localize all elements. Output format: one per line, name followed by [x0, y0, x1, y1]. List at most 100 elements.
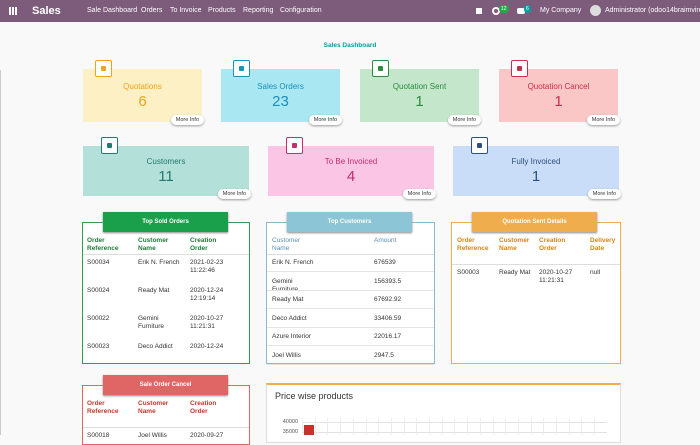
home-icon[interactable]	[476, 8, 482, 14]
column-header: Customer Name	[272, 237, 301, 252]
card[interactable]: Quotation Sent 1 More Info	[360, 69, 481, 125]
card-label: Quotation Cancel	[527, 82, 590, 91]
more-info[interactable]: More Info	[586, 115, 620, 125]
card-icon-glyph	[477, 143, 482, 148]
card[interactable]: Customers 11 More Info	[83, 146, 251, 199]
column-header: Creation Order	[190, 400, 217, 415]
grid-column	[352, 418, 354, 435]
row-rule	[267, 326, 434, 328]
grid-column	[365, 418, 367, 435]
card-value: 23	[272, 93, 289, 110]
cell: 33406.59	[374, 314, 402, 322]
cell: 2020-09-27	[190, 432, 224, 439]
more-info[interactable]: More Info	[170, 115, 204, 125]
card[interactable]: Quotation Cancel 1 More Info	[499, 69, 620, 125]
more-info[interactable]: More Info	[447, 115, 481, 125]
cell: Azure Interior	[272, 333, 312, 341]
message-badge: 6	[524, 5, 531, 13]
card-value: 1	[531, 168, 541, 185]
grid-column	[517, 418, 519, 435]
table-panel: Order Reference Customer Name Creation Ord…	[451, 222, 621, 364]
card-icon-glyph	[378, 66, 383, 71]
card-icon-glyph	[101, 66, 106, 71]
cell: null	[590, 269, 601, 276]
cell: Ready Mat	[499, 269, 531, 276]
cell: S00022	[87, 315, 110, 322]
bar	[304, 425, 314, 435]
cell: Joel Willis	[272, 352, 301, 359]
card-value: 4	[346, 168, 356, 185]
app-name[interactable]: Sales	[32, 5, 61, 17]
title: Sales Dashboard	[323, 42, 377, 49]
grid-column	[429, 418, 430, 435]
cell: 676539	[374, 259, 396, 266]
table-title: Top Customers	[287, 212, 412, 232]
cell: 22016.17	[374, 333, 402, 341]
cell: S00003	[457, 269, 480, 276]
grid-column	[479, 418, 481, 435]
y-tick-label: 40000	[282, 419, 298, 425]
card[interactable]: Sales Orders 23 More Info	[221, 69, 342, 125]
cell: Ready Mat	[138, 287, 170, 294]
menu-item[interactable]: Reporting	[243, 7, 274, 14]
grid-column	[530, 418, 532, 435]
column-header: Order Reference	[457, 237, 489, 252]
card[interactable]: Fully Invoiced 1 More Info	[453, 146, 621, 199]
column-header: Customer Name	[138, 400, 169, 415]
column-header: Customer Name	[499, 237, 530, 252]
menu-item[interactable]: Sale Dashboard	[87, 7, 138, 14]
user[interactable]: Administrator (odoo14braimvire)	[605, 7, 700, 14]
cell: Joel Willis	[138, 432, 167, 439]
menu-item[interactable]: Products	[208, 7, 236, 14]
grid-column	[327, 418, 329, 435]
cell: Gemini Furniture	[272, 277, 298, 293]
more-info[interactable]: More Info	[308, 115, 342, 125]
grid-column	[403, 418, 405, 435]
header-rule	[83, 254, 249, 255]
header-rule	[83, 427, 249, 428]
grid-column	[416, 418, 418, 435]
cell: S00023	[87, 343, 110, 350]
grid-column	[454, 418, 456, 435]
row-rule	[267, 271, 434, 272]
navbar: Sales Sale Dashboard Orders To Invoice Produ…	[0, 0, 700, 22]
menu-item[interactable]: Configuration	[280, 7, 322, 14]
card-label: Fully Invoiced	[511, 157, 561, 166]
column-header: Creation Order	[190, 237, 217, 252]
menu-item[interactable]: To Invoice	[170, 7, 202, 14]
cell: Erik N. French	[138, 259, 180, 266]
card[interactable]: Quotations 6 More Info	[83, 69, 204, 125]
card-icon-glyph	[239, 66, 244, 71]
cell: Gemini Furniture	[138, 315, 165, 330]
grid-column	[390, 418, 392, 435]
more-info[interactable]: More Info	[402, 189, 436, 199]
cell: S00024	[87, 287, 110, 294]
row-rule	[267, 289, 434, 291]
menu-item[interactable]: Orders	[141, 7, 163, 14]
apps-icon[interactable]	[9, 7, 17, 15]
company[interactable]: My Company	[540, 7, 582, 14]
row-rule	[267, 364, 434, 365]
card-label: Sales Orders	[257, 82, 304, 91]
card[interactable]: To Be Invoiced 4 More Info	[268, 146, 436, 199]
column-header: Order Reference	[87, 400, 119, 415]
cell: 2020-10-27 11:21:31	[539, 269, 573, 284]
activity-badge: 12	[499, 5, 509, 13]
more-info[interactable]: More Info	[217, 189, 251, 199]
chart-panel: Price wise products	[266, 383, 621, 443]
grid-column	[505, 418, 507, 435]
avatar[interactable]	[590, 5, 601, 16]
cell: S00018	[87, 432, 110, 439]
column-header: Amount	[374, 237, 397, 244]
grid-column	[314, 418, 316, 435]
column-header: Customer Name	[138, 237, 169, 252]
message-icon[interactable]	[517, 8, 525, 14]
cell: 2021-02-23 11:22:46	[190, 259, 224, 274]
grid-column	[378, 418, 380, 435]
grid-column	[543, 418, 545, 435]
row-rule	[267, 308, 434, 310]
more-info[interactable]: More Info	[587, 189, 621, 199]
grid-column	[467, 418, 469, 435]
grid-column	[340, 418, 342, 435]
